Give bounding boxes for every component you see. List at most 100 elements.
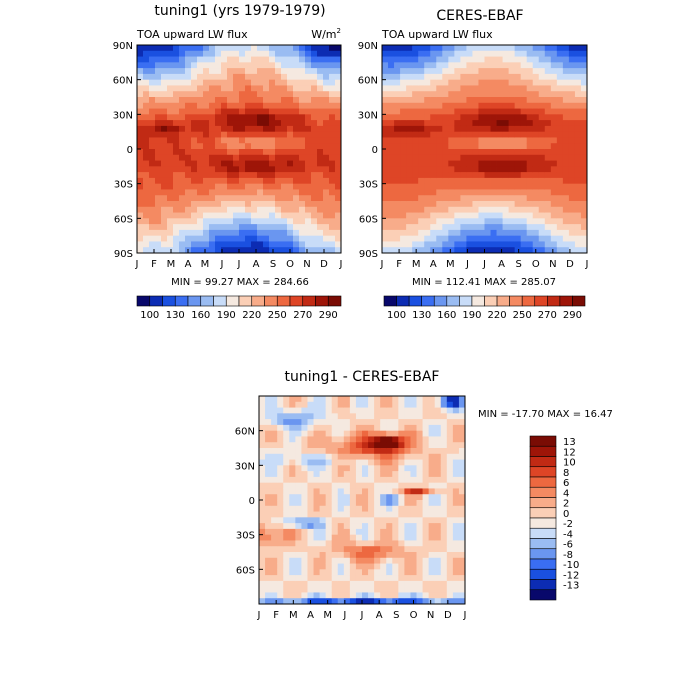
heatmap-cell	[394, 50, 401, 57]
heatmap-cell	[508, 229, 516, 237]
heatmap-cell	[233, 56, 240, 63]
heatmap-cell	[271, 430, 278, 437]
heatmap-cell	[263, 166, 270, 173]
heatmap-cell	[458, 552, 466, 559]
heatmap-cell	[203, 195, 210, 202]
heatmap-cell	[380, 453, 387, 460]
heatmap-cell	[197, 137, 204, 144]
heatmap-cell	[454, 195, 461, 202]
colorbar-box	[187, 295, 202, 307]
heatmap-cell	[319, 563, 327, 570]
heatmap-cell	[404, 488, 411, 495]
heatmap-cell	[440, 523, 448, 530]
heatmap-cell	[283, 436, 290, 443]
heatmap-cell	[281, 241, 288, 248]
heatmap-cell	[562, 206, 570, 213]
heatmap-cell	[209, 137, 216, 144]
heatmap-cell	[227, 154, 234, 161]
heatmap-cell	[392, 424, 399, 432]
heatmap-cell	[233, 218, 240, 225]
heatmap-cell	[335, 131, 342, 138]
heatmap-cell	[568, 73, 576, 81]
heatmap-cell	[502, 45, 510, 52]
heatmap-cell	[185, 56, 192, 63]
heatmap-cell	[329, 195, 336, 202]
heatmap-cell	[299, 166, 306, 173]
heatmap-cell	[392, 575, 399, 582]
heatmap-cell	[526, 102, 534, 109]
heatmap-cell	[277, 488, 284, 495]
heatmap-cell	[331, 424, 339, 432]
heatmap-cell	[295, 396, 302, 403]
heatmap-cell	[331, 569, 339, 576]
heatmap-cell	[446, 442, 454, 449]
heatmap-cell	[311, 97, 318, 104]
heatmap-cell	[311, 189, 318, 196]
heatmap-cell	[257, 235, 264, 242]
heatmap-cell	[317, 201, 324, 208]
heatmap-cell	[442, 218, 449, 225]
heatmap-cell	[422, 442, 430, 449]
heatmap-cell	[209, 108, 216, 115]
heatmap-cell	[392, 534, 399, 541]
heatmap-cell	[167, 149, 174, 156]
heatmap-cell	[233, 183, 240, 190]
heatmap-cell	[271, 517, 278, 524]
heatmap-cell	[179, 195, 186, 202]
heatmap-cell	[404, 517, 411, 524]
heatmap-cell	[472, 177, 479, 185]
heatmap-cell	[265, 592, 272, 599]
heatmap-cell	[550, 160, 558, 167]
heatmap-cell	[313, 563, 320, 570]
heatmap-cell	[508, 189, 516, 196]
heatmap-cell	[478, 137, 485, 144]
heatmap-cell	[209, 131, 216, 138]
heatmap-cell	[269, 114, 276, 121]
heatmap-cell	[556, 114, 564, 121]
heatmap-cell	[265, 523, 272, 530]
heatmap-cell	[335, 183, 342, 190]
heatmap-cell	[448, 206, 455, 213]
heatmap-cell	[227, 102, 234, 109]
heatmap-cell	[299, 45, 306, 52]
heatmap-cell	[197, 125, 204, 133]
heatmap-cell	[544, 50, 552, 57]
heatmap-cell	[398, 436, 405, 443]
heatmap-cell	[287, 68, 294, 75]
heatmap-cell	[325, 430, 333, 437]
heatmap-cell	[179, 79, 186, 86]
heatmap-cell	[335, 218, 342, 225]
heatmap-cell	[502, 79, 510, 86]
heatmap-cell	[532, 206, 540, 213]
heatmap-cell	[293, 50, 300, 57]
heatmap-cell	[301, 540, 308, 547]
heatmap-cell	[305, 45, 312, 52]
heatmap-cell	[143, 131, 150, 138]
heatmap-cell	[331, 528, 339, 536]
heatmap-cell	[299, 189, 306, 196]
heatmap-cell	[269, 97, 276, 104]
heatmap-cell	[424, 62, 431, 69]
heatmap-cell	[580, 160, 588, 167]
heatmap-cell	[251, 68, 258, 75]
heatmap-cell	[281, 247, 288, 254]
heatmap-cell	[227, 183, 234, 190]
heatmap-cell	[245, 247, 252, 254]
heatmap-cell	[197, 114, 204, 121]
heatmap-cell	[412, 149, 419, 156]
heatmap-cell	[362, 598, 369, 605]
heatmap-cell	[155, 183, 162, 190]
heatmap-cell	[448, 183, 455, 190]
heatmap-cell	[269, 189, 276, 196]
heatmap-cell	[442, 68, 449, 75]
heatmap-cell	[544, 97, 552, 104]
heatmap-cell	[448, 154, 455, 161]
heatmap-cell	[514, 212, 522, 219]
heatmap-cell	[514, 143, 522, 150]
heatmap-cell	[281, 131, 288, 138]
heatmap-cell	[544, 125, 552, 133]
heatmap-cell	[221, 68, 228, 75]
heatmap-cell	[323, 73, 330, 81]
